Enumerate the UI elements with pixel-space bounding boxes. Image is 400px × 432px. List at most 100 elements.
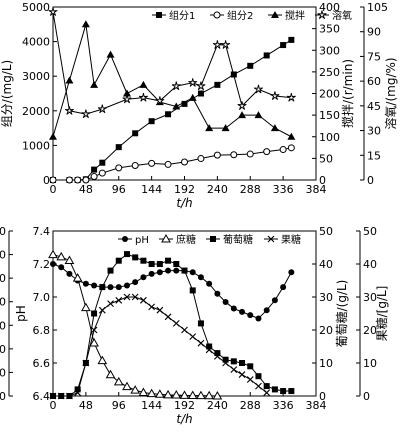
data-point <box>74 386 81 393</box>
data-point <box>221 124 230 132</box>
data-point <box>287 132 296 140</box>
x-tick-label: 48 <box>79 183 93 196</box>
x-tick-label: 96 <box>112 183 126 196</box>
data-point <box>138 387 149 396</box>
data-point <box>188 93 197 101</box>
data-point <box>197 274 204 281</box>
data-point <box>205 124 214 132</box>
data-point <box>49 176 57 184</box>
data-point <box>81 109 91 119</box>
y-axis-left-inner-tick-label: 6.6 <box>33 357 51 370</box>
legend-marker <box>122 236 128 242</box>
y-axis-left-inner-tick-label: 7.4 <box>33 225 51 238</box>
data-point <box>148 159 156 167</box>
x-tick-label: 288 <box>240 399 261 412</box>
data-point <box>97 355 108 365</box>
data-point <box>288 269 295 276</box>
data-point <box>132 279 139 286</box>
data-point <box>115 164 123 172</box>
y-axis-right-1-tick-label: 0 <box>319 390 326 403</box>
data-point <box>106 50 115 58</box>
legend-label: 庶糖 <box>176 233 196 246</box>
data-point <box>173 261 180 267</box>
data-point <box>271 297 278 304</box>
data-point <box>81 20 90 28</box>
data-point <box>50 261 56 267</box>
data-point <box>214 81 221 88</box>
x-tick-label: 0 <box>50 399 57 412</box>
data-point <box>49 132 57 140</box>
data-point <box>263 389 271 397</box>
x-tick-label: 144 <box>141 183 162 196</box>
data-point <box>205 346 213 354</box>
data-point <box>247 363 254 370</box>
y-axis-left-tick-label: 140 <box>0 225 6 238</box>
y-axis-right-2-tick-label: 105 <box>367 1 388 14</box>
data-point <box>255 315 262 322</box>
chart-2: 04896144192240288336384t/h02040608010012… <box>0 225 389 426</box>
legend-label: 葡萄糖 <box>223 233 253 246</box>
data-point <box>156 306 164 314</box>
data-point <box>288 388 295 395</box>
legend-label: pH <box>135 235 149 246</box>
data-point <box>148 261 155 267</box>
data-point <box>165 257 172 264</box>
data-point <box>253 84 263 94</box>
data-point <box>271 386 278 393</box>
data-point <box>130 385 141 394</box>
data-point <box>247 62 254 69</box>
data-point <box>148 270 155 277</box>
data-point <box>239 360 246 366</box>
legend-marker <box>213 11 221 19</box>
data-point <box>206 280 213 287</box>
x-tick-label: 48 <box>79 399 93 412</box>
series-line <box>52 24 292 138</box>
data-point <box>115 284 122 291</box>
y-axis-right-2-label: 溶氧/(mg/%) <box>383 57 398 129</box>
data-point <box>187 390 198 400</box>
data-point <box>255 382 262 390</box>
y-axis-right-1-tick-label: 50 <box>319 152 333 165</box>
data-point <box>163 389 173 399</box>
data-point <box>122 94 132 104</box>
y-axis-right-2-label: 果糖/[g/L] <box>374 286 389 342</box>
data-point <box>148 118 155 125</box>
y-axis-right-2-tick-label: 30 <box>367 125 381 138</box>
x-tick-label: 240 <box>207 183 228 196</box>
data-point <box>222 356 229 363</box>
data-point <box>57 392 65 400</box>
data-point <box>181 326 188 334</box>
x-tick-label: 384 <box>306 183 327 196</box>
data-point <box>212 40 222 49</box>
data-point <box>230 366 238 373</box>
data-point <box>171 81 181 91</box>
x-tick-label: 288 <box>240 183 261 196</box>
data-point <box>197 90 204 97</box>
y-axis-left-tick-label: 2000 <box>22 105 50 118</box>
plot-frame <box>52 6 317 181</box>
data-point <box>165 267 172 274</box>
data-point <box>246 376 254 383</box>
y-axis-right-2-tick-label: 15 <box>367 149 381 162</box>
y-axis-right-2-tick-label: 0 <box>363 390 370 403</box>
y-axis-right-1-tick-label: 250 <box>319 66 340 79</box>
y-axis-right-1-tick-label: 0 <box>319 174 326 187</box>
data-point <box>74 176 82 184</box>
legend-marker <box>161 233 171 243</box>
y-axis-left-inner-tick-label: 6.8 <box>33 324 51 337</box>
data-point <box>164 160 172 168</box>
data-point <box>263 307 270 314</box>
y-axis-right-1-tick-label: 30 <box>319 291 333 304</box>
data-point <box>107 267 114 274</box>
y-axis-left-inner-tick-label: 6.4 <box>33 390 51 403</box>
x-tick-label: 0 <box>50 183 57 196</box>
y-axis-left-tick-label: 0 <box>43 174 50 187</box>
data-point <box>140 274 147 281</box>
y-axis-right-1-tick-label: 200 <box>319 88 340 101</box>
data-point <box>230 305 237 312</box>
data-point <box>189 333 197 340</box>
data-point <box>204 390 215 400</box>
data-point <box>196 390 206 400</box>
x-tick-label: 336 <box>273 399 294 412</box>
